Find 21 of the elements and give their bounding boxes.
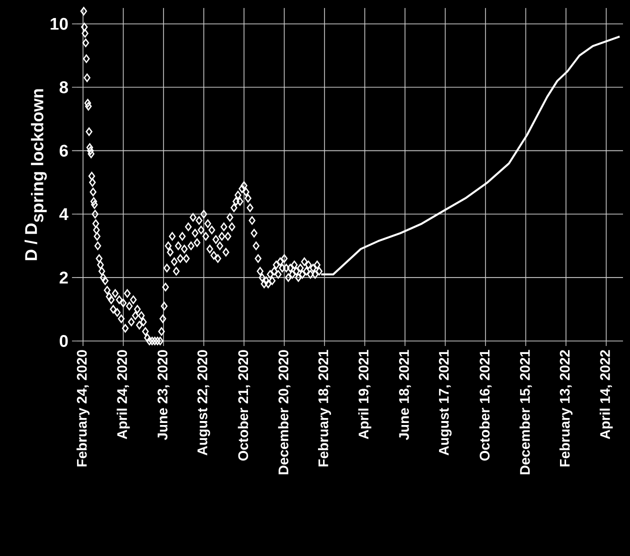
x-tick-label: December 15, 2021 bbox=[520, 350, 532, 474]
x-tick-label: February 18, 2021 bbox=[318, 350, 332, 466]
x-tick-label: April 24, 2020 bbox=[116, 350, 130, 440]
y-tick-label: 6 bbox=[60, 144, 68, 157]
y-tick-label: 2 bbox=[60, 272, 68, 284]
x-tick-label: June 18, 2021 bbox=[399, 350, 411, 440]
x-tick-label: April 14, 2022 bbox=[600, 350, 613, 440]
x-tick-label: August 22, 2020 bbox=[197, 350, 210, 456]
x-tick-label: December 20, 2020 bbox=[278, 350, 290, 474]
y-tick-label: 10 bbox=[50, 18, 68, 30]
x-tick-label: June 23, 2020 bbox=[158, 350, 170, 440]
y-tick-label: 0 bbox=[60, 335, 68, 347]
x-tick-label: April 19, 2021 bbox=[358, 350, 372, 440]
y-tick-label: 4 bbox=[59, 208, 68, 220]
x-tick-label: February 13, 2022 bbox=[559, 350, 572, 466]
x-tick-label: October 16, 2021 bbox=[479, 350, 492, 461]
y-axis-title: $\textbf{D / D}_{\textbf{spring lockdown}}$ bbox=[24, 89, 47, 260]
y-tick-label: 8 bbox=[60, 81, 68, 94]
x-tick-label: October 21, 2020 bbox=[238, 350, 250, 461]
x-tick-label: August 17, 2021 bbox=[438, 350, 452, 456]
x-tick-label: February 24, 2020 bbox=[76, 350, 90, 466]
